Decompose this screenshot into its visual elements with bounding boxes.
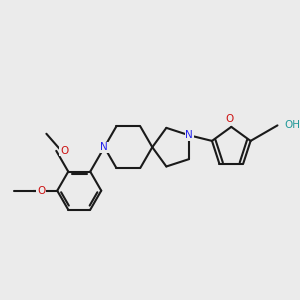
Text: N: N	[185, 130, 193, 140]
Text: O: O	[60, 146, 68, 156]
Text: OH: OH	[284, 120, 300, 130]
Text: O: O	[37, 186, 45, 196]
Text: O: O	[226, 114, 234, 124]
Text: N: N	[100, 142, 108, 152]
